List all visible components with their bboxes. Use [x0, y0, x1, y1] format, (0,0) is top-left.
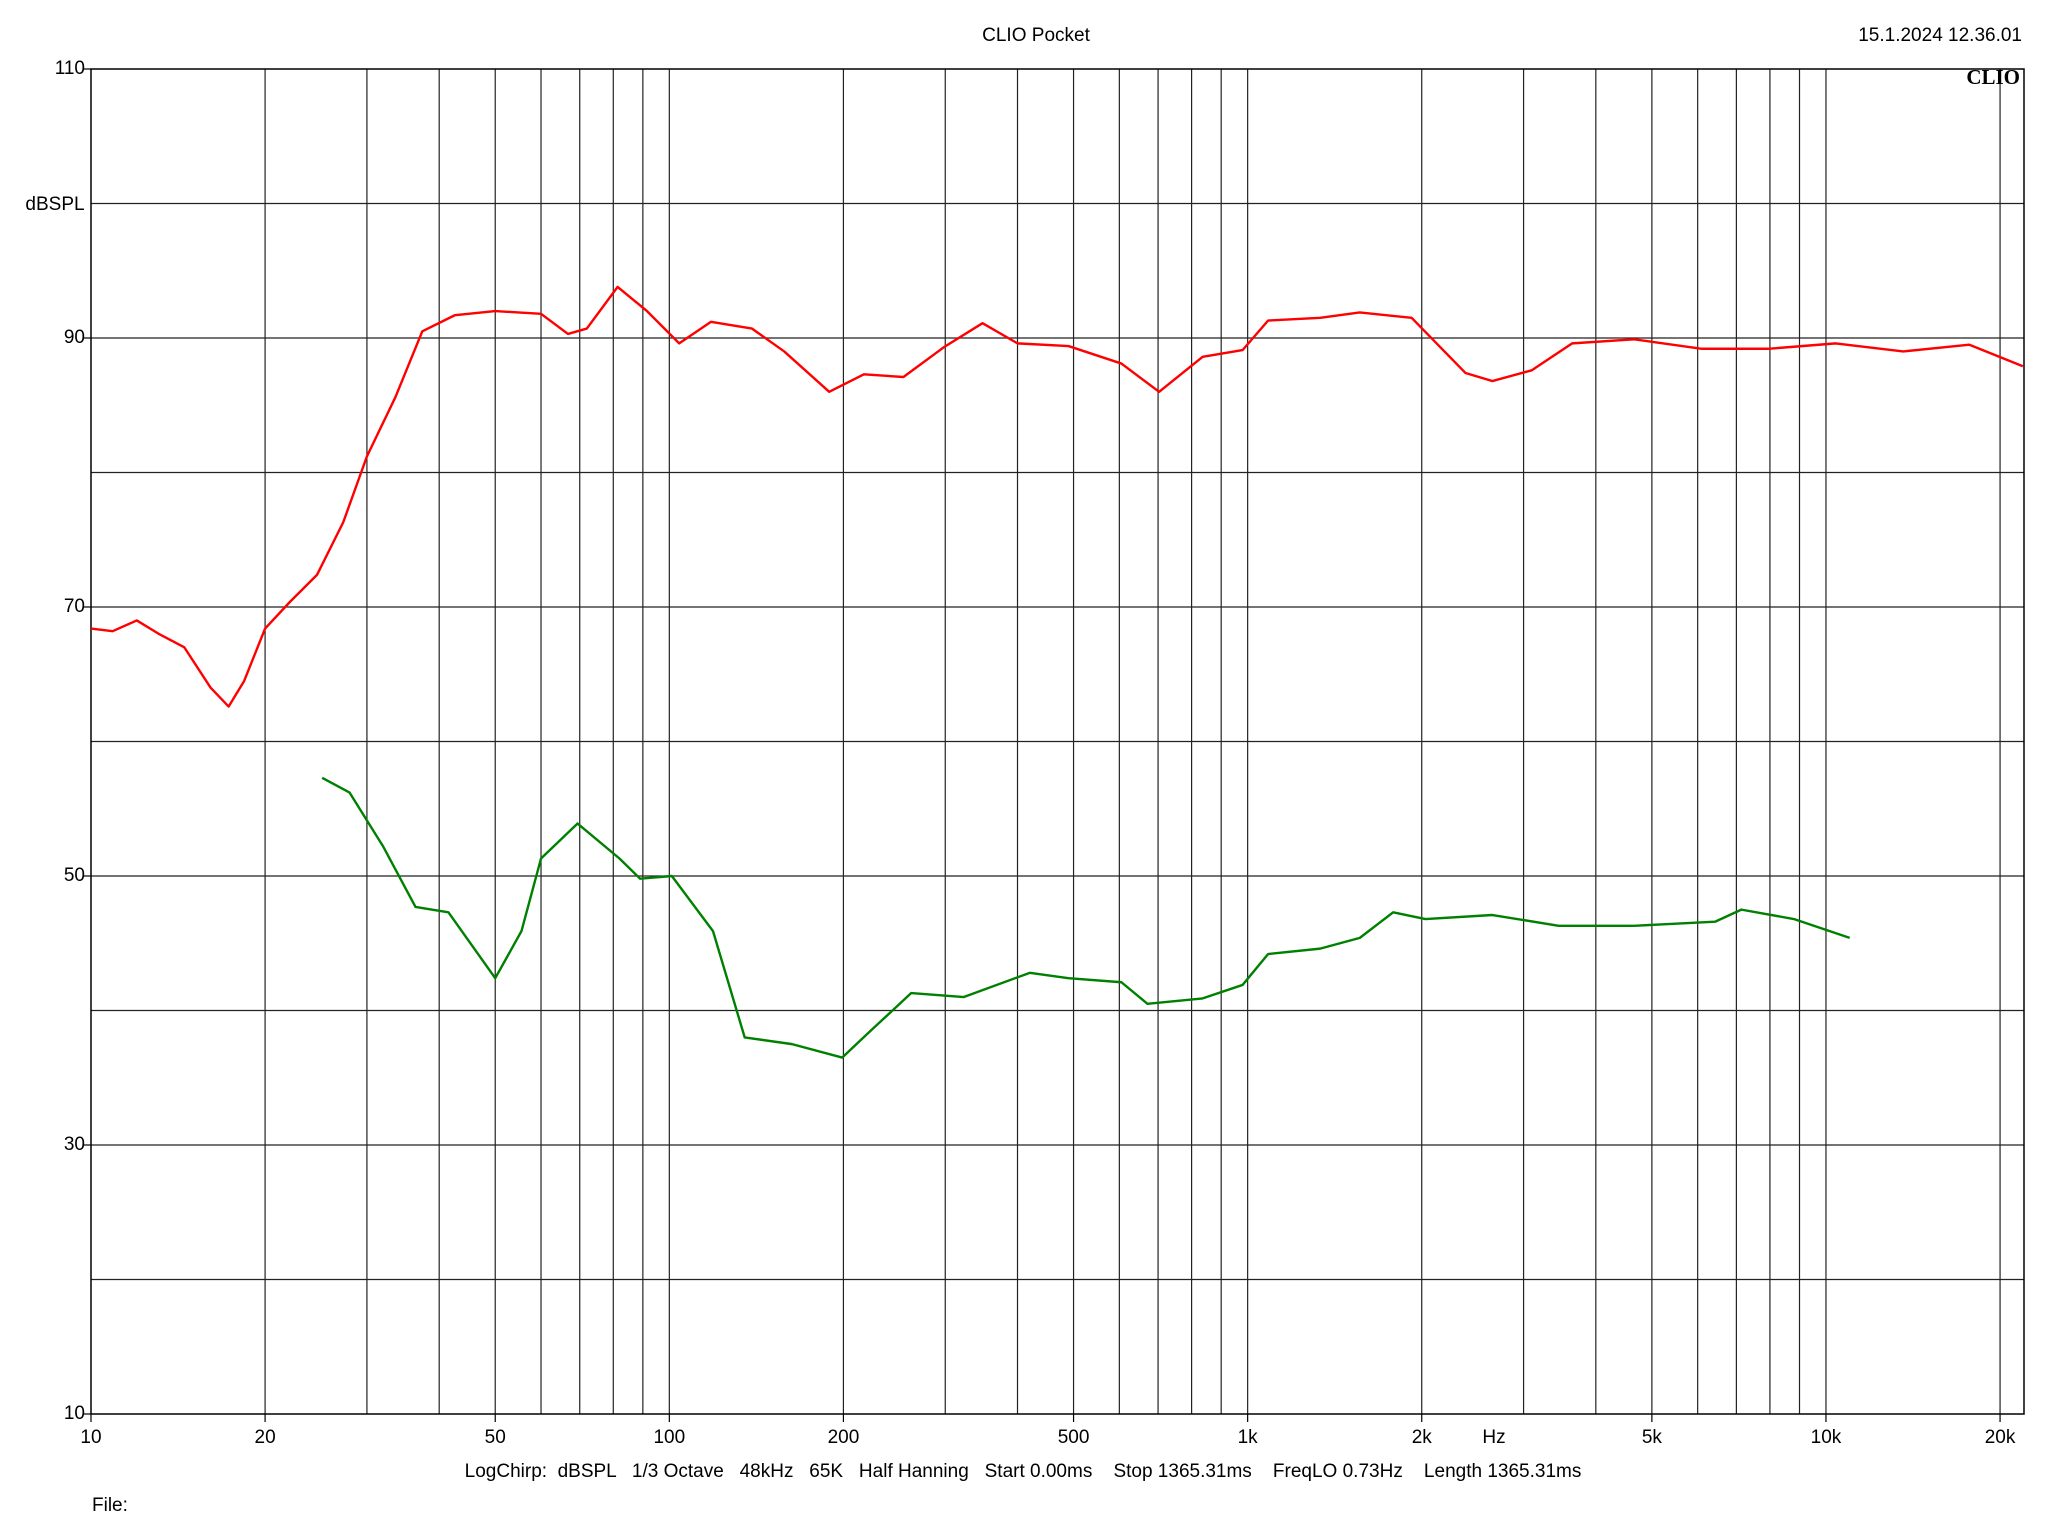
plot-frame [90, 68, 2025, 1415]
x-tick-label: 100 [653, 1427, 685, 1448]
y-tick-label: 50 [64, 865, 85, 886]
file-label: File: [92, 1495, 128, 1516]
measurement-info: LogChirp: dBSPL 1/3 Octave 48kHz 65K Hal… [465, 1461, 1582, 1482]
y-tick-label: 30 [64, 1134, 85, 1155]
y-tick-label: 70 [64, 596, 85, 617]
y-axis-label: dBSPL [25, 194, 84, 215]
x-tick-label: 20 [255, 1427, 276, 1448]
data-line [321, 776, 1851, 1059]
x-tick-label: 2k [1412, 1427, 1433, 1448]
x-tick-label: 20k [1985, 1427, 2016, 1448]
data-line [90, 285, 2024, 708]
x-tick-label: 1k [1238, 1427, 1259, 1448]
logo: CLIO [1966, 65, 2020, 89]
y-tick-label: 10 [64, 1403, 85, 1424]
y-tick-label: 90 [64, 327, 85, 348]
timestamp: 15.1.2024 12.36.01 [1858, 25, 2022, 46]
x-axis-label: Hz [1482, 1427, 1505, 1448]
y-tick-label: 110 [55, 58, 85, 79]
x-tick-label: 500 [1058, 1427, 1090, 1448]
x-tick-label: 200 [828, 1427, 860, 1448]
x-tick-label: 50 [485, 1427, 506, 1448]
x-tick-label: 5k [1642, 1427, 1663, 1448]
x-tick-label: 10k [1811, 1427, 1842, 1448]
x-tick-label: 10 [80, 1427, 101, 1448]
chart-title: CLIO Pocket [982, 25, 1090, 46]
